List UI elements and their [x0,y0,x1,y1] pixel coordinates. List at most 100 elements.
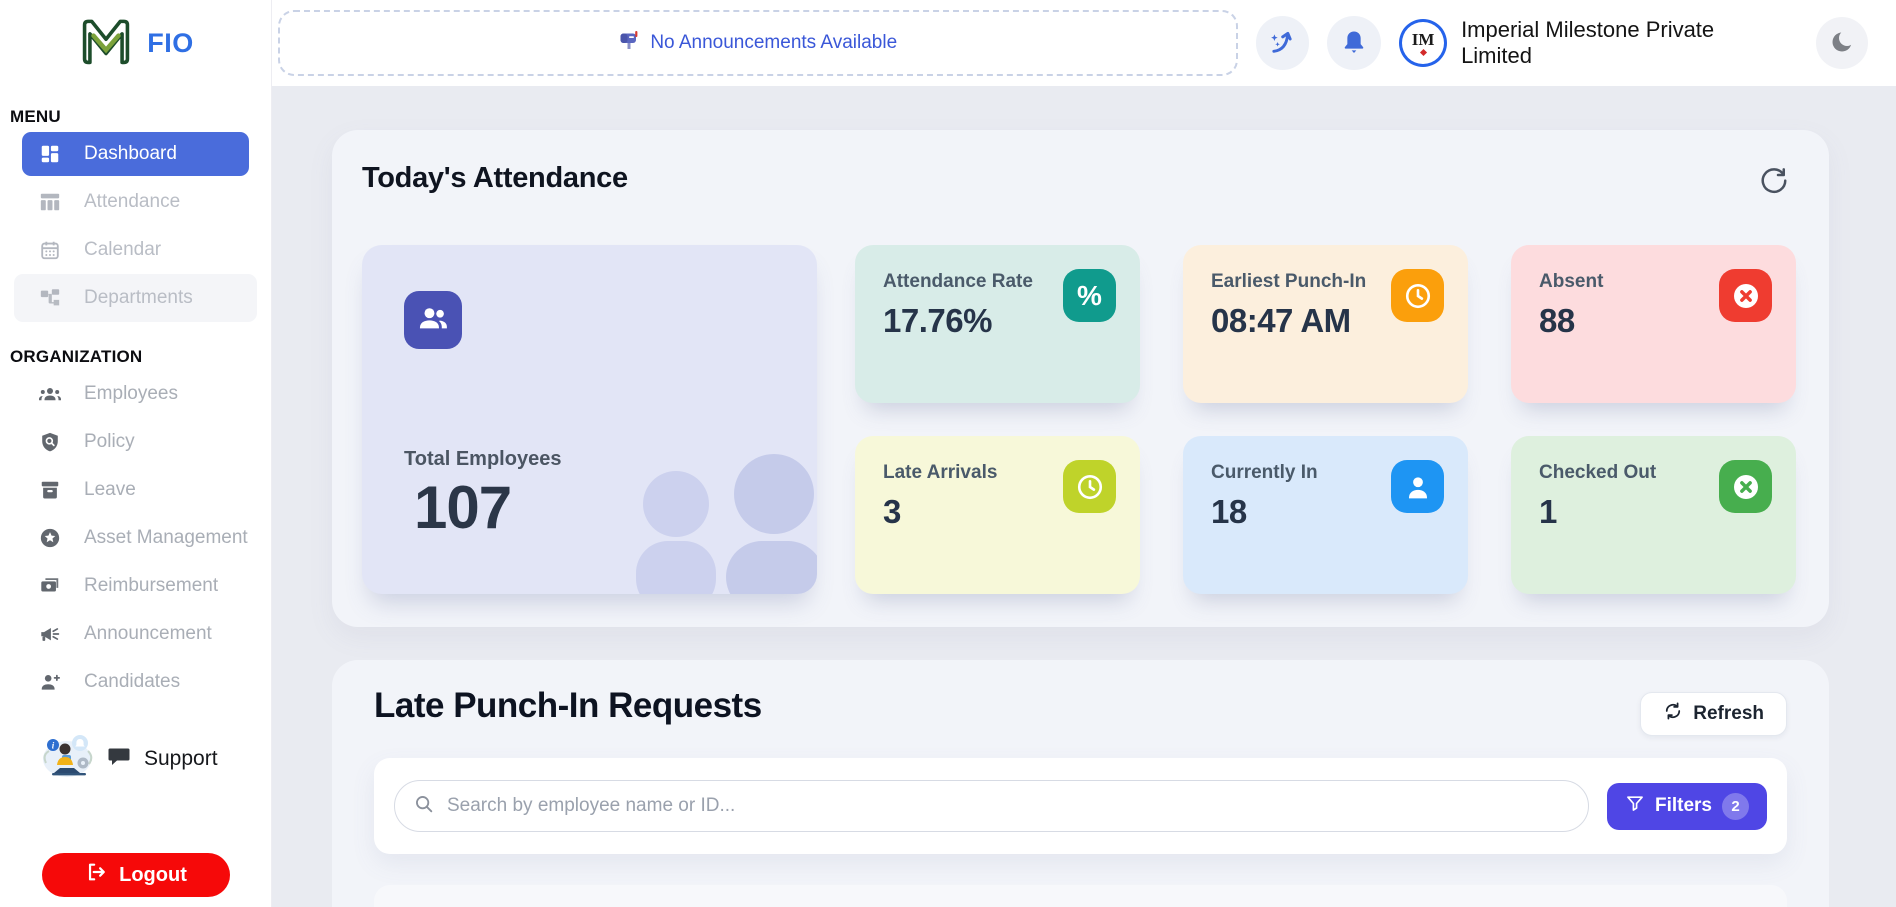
stat-value: 08:47 AM [1211,302,1351,339]
stat-card-late-arrivals: Late Arrivals 3 [855,436,1140,594]
attendance-section-title: Today's Attendance [362,162,628,194]
brand-name: FIO [147,27,194,58]
support-chat-icon [106,744,132,774]
attendance-refresh-button[interactable] [1757,164,1791,198]
topbar: No Announcements Available [272,0,1896,86]
refresh-icon [1759,165,1789,198]
sidebar-item-support[interactable]: i ••• Support [0,730,271,788]
search-icon [413,793,435,820]
sparkle-arrow-icon [1268,28,1296,59]
sidebar-item-policy[interactable]: Policy [0,418,271,466]
logout-button[interactable]: Logout [42,853,230,897]
stat-card-earliest-punch-in: Earliest Punch-In 08:47 AM [1183,245,1468,403]
person-icon [1391,460,1444,513]
stat-label: Attendance Rate [883,271,1033,292]
notifications-button[interactable] [1327,16,1382,70]
late-punchin-refresh-button[interactable]: Refresh [1640,692,1787,736]
stat-card-checked-out: Checked Out 1 [1511,436,1796,594]
monogram-red-dot [1419,48,1427,57]
announcement-icon [38,622,62,646]
moon-icon [1827,27,1857,60]
svg-text:i: i [52,741,55,751]
percent-icon: % [1063,269,1116,322]
sidebar-item-label: Policy [84,431,135,452]
sidebar-item-candidates[interactable]: Candidates [0,658,271,706]
people-group-icon [416,301,450,340]
funnel-icon [1625,793,1645,819]
sidebar-item-reimbursement[interactable]: Reimbursement [0,562,271,610]
stat-label: Earliest Punch-In [1211,271,1367,292]
sidebar-item-departments[interactable]: Departments [14,274,257,322]
sidebar-item-announcement[interactable]: Announcement [0,610,271,658]
stat-label: Currently In [1211,462,1318,483]
mailbox-icon [618,29,640,57]
company-profile[interactable]: IM Imperial Milestone Private Limited [1399,17,1790,69]
clock-icon [1063,460,1116,513]
sidebar: FIO MENU Dashboard Attendance [0,0,272,907]
topbar-actions: IM Imperial Milestone Private Limited [1238,16,1868,70]
people-silhouette-decoration [614,449,817,594]
stat-label: Checked Out [1539,462,1657,483]
announcement-banner: No Announcements Available [278,10,1238,76]
sidebar-item-label: Departments [84,287,193,308]
stat-card-currently-in: Currently In 18 [1183,436,1468,594]
brand-logo-icon [77,16,135,71]
sidebar-item-attendance[interactable]: Attendance [0,178,271,226]
stat-value: 88 [1539,302,1575,339]
stat-label: Late Arrivals [883,462,998,483]
filters-button[interactable]: Filters 2 [1606,782,1767,830]
stat-card-absent: Absent 88 [1511,245,1796,403]
logout-label: Logout [119,863,187,886]
sidebar-item-label: Announcement [84,623,212,644]
todays-attendance-section: Today's Attendance Total Employ [332,130,1829,627]
sidebar-item-dashboard[interactable]: Dashboard [22,132,249,176]
late-punchin-title: Late Punch-In Requests [374,686,762,725]
sidebar-item-employees[interactable]: Employees [0,370,271,418]
brand-logo[interactable]: FIO [0,0,271,86]
stat-label: Absent [1539,271,1604,292]
candidates-icon [38,670,62,694]
late-punchin-section: Late Punch-In Requests Refresh [332,660,1829,907]
asset-management-icon [38,526,62,550]
sidebar-item-label: Dashboard [84,143,177,164]
dashboard-icon [38,142,62,166]
attendance-icon [38,190,62,214]
quick-actions-button[interactable] [1255,16,1310,70]
sidebar-item-label: Attendance [84,191,181,212]
sidebar-item-label: Leave [84,479,136,500]
cancel-icon [1719,269,1772,322]
total-employees-card: Total Employees 107 [362,245,817,594]
sidebar-section-menu: MENU [10,107,61,126]
company-name: Imperial Milestone Private Limited [1461,17,1715,68]
cancel-icon [1719,460,1772,513]
sidebar-item-label: Asset Management [84,527,248,548]
sync-icon [1663,701,1683,727]
sidebar-item-label: Candidates [84,671,181,692]
clock-icon [1391,269,1444,322]
total-employees-value: 107 [414,474,512,541]
stat-value: 3 [883,493,901,530]
stat-cards-grid: Attendance Rate 17.76% % Earliest Punch-… [855,245,1796,594]
sidebar-item-calendar[interactable]: Calendar [0,226,271,274]
search-input[interactable] [447,795,1570,817]
sidebar-item-label: Calendar [84,239,162,260]
announcement-text: No Announcements Available [650,32,898,53]
stat-value: 1 [1539,493,1557,530]
stat-card-attendance-rate: Attendance Rate 17.76% % [855,245,1140,403]
calendar-icon [38,238,62,262]
sidebar-item-asset-management[interactable]: Asset Management [0,514,271,562]
attendance-cards: Total Employees 107 Attendance Rate 17.7… [362,245,1796,594]
total-employees-label: Total Employees [404,448,562,470]
departments-icon [38,286,62,310]
sidebar-item-label: Reimbursement [84,575,219,596]
stat-value: 17.76% [883,302,992,339]
company-avatar: IM [1399,19,1448,67]
search-box [394,780,1589,832]
bell-icon [1340,28,1368,59]
stat-value: 18 [1211,493,1247,530]
logout-icon [85,861,107,889]
leave-icon [38,478,62,502]
dark-mode-toggle[interactable] [1816,17,1868,69]
support-label: Support [144,747,218,770]
sidebar-item-leave[interactable]: Leave [0,466,271,514]
